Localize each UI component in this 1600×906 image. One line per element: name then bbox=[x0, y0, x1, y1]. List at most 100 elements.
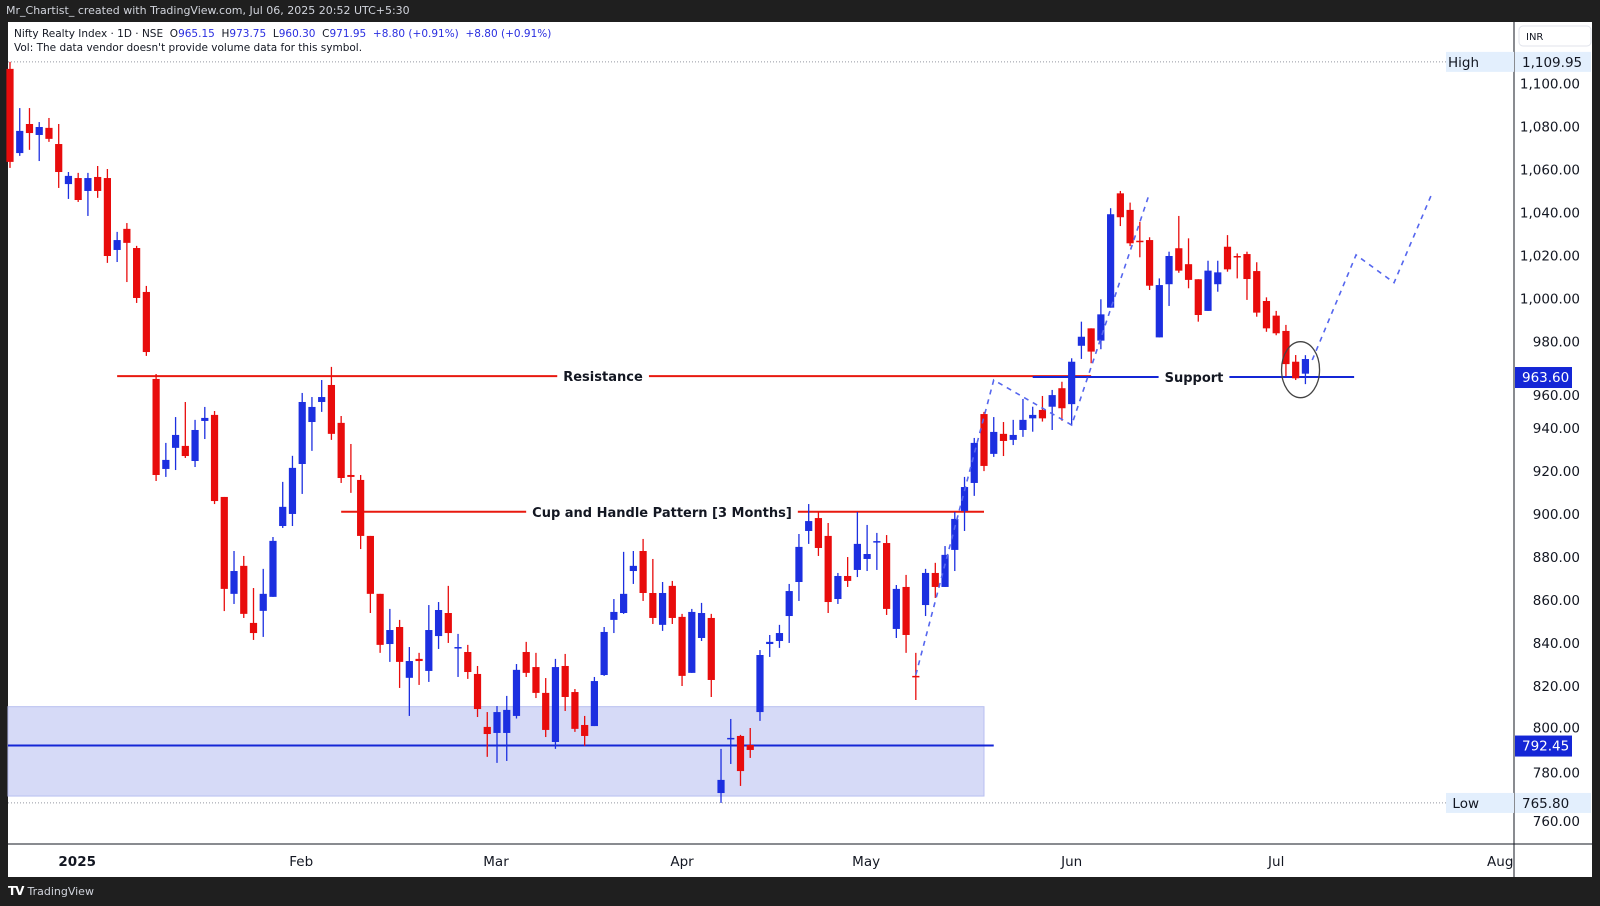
candle bbox=[103, 169, 111, 263]
candle-body bbox=[639, 550, 647, 593]
candle-body bbox=[902, 586, 910, 635]
candle bbox=[74, 172, 82, 202]
price-tick-label: 1,080.00 bbox=[1520, 119, 1580, 135]
candle bbox=[35, 122, 43, 162]
candle bbox=[64, 172, 73, 199]
candle-body bbox=[844, 575, 852, 581]
candle bbox=[434, 602, 443, 649]
candle-body bbox=[74, 178, 82, 201]
chart-credit: Mr_Chartist_ created with TradingView.co… bbox=[6, 4, 410, 17]
low-label: L bbox=[272, 28, 279, 40]
candle-body bbox=[600, 631, 608, 676]
candle-body bbox=[396, 627, 404, 662]
zone-price-value: 792.45 bbox=[1522, 739, 1569, 755]
candle-body bbox=[1262, 300, 1271, 329]
candle bbox=[756, 650, 764, 721]
candle-body bbox=[152, 378, 160, 475]
candle bbox=[551, 658, 560, 749]
candle bbox=[269, 537, 277, 597]
candle-body bbox=[1009, 434, 1017, 440]
candle-body bbox=[1272, 315, 1280, 334]
candle-body bbox=[717, 779, 725, 794]
candle bbox=[1009, 419, 1017, 446]
candle bbox=[1068, 358, 1076, 426]
demand-zone-layer bbox=[7, 706, 994, 797]
low-value: 765.80 bbox=[1522, 796, 1569, 812]
currency-button[interactable] bbox=[1518, 25, 1592, 47]
candle-body bbox=[551, 667, 560, 742]
candle bbox=[980, 411, 988, 472]
time-tick-label: Aug bbox=[1487, 854, 1513, 870]
candle bbox=[444, 585, 452, 643]
close-value: 971.95 bbox=[329, 28, 367, 40]
candle bbox=[133, 245, 141, 303]
candle bbox=[883, 535, 891, 615]
highlight-circle bbox=[1280, 341, 1321, 399]
zone-price-badge bbox=[1515, 735, 1572, 757]
candle-body bbox=[970, 442, 978, 483]
candle-body bbox=[512, 669, 521, 716]
candle bbox=[84, 172, 92, 216]
candle-body bbox=[1204, 270, 1212, 311]
price-tick-label: 1,100.00 bbox=[1520, 76, 1580, 92]
candle-body bbox=[1097, 314, 1105, 341]
candle-body bbox=[64, 175, 73, 185]
price-axis[interactable]: 760.00 780.00 800.00 820.00 840.00 860.00 880.… bbox=[1520, 76, 1580, 830]
open-value: 965.15 bbox=[178, 28, 215, 40]
low-value-bg bbox=[1515, 792, 1591, 813]
candle bbox=[921, 568, 930, 617]
time-axis[interactable]: 2025 Feb Mar Apr May Jun Jul Aug bbox=[58, 854, 1513, 870]
candle bbox=[337, 415, 345, 483]
candle-body bbox=[522, 651, 530, 673]
candle bbox=[775, 624, 784, 648]
candle bbox=[220, 496, 228, 612]
candle bbox=[717, 748, 725, 803]
candle bbox=[240, 555, 248, 618]
candle bbox=[405, 647, 413, 716]
candle-body bbox=[1155, 285, 1163, 338]
candle bbox=[357, 474, 365, 550]
candle-body bbox=[1233, 255, 1241, 258]
candle-body bbox=[1107, 214, 1115, 308]
candle bbox=[1155, 278, 1163, 338]
candle bbox=[288, 455, 297, 527]
candle-body bbox=[951, 518, 959, 550]
projection-past-path bbox=[915, 192, 1151, 676]
candle bbox=[678, 613, 686, 687]
candle-body bbox=[288, 467, 297, 514]
high-value: 1,109.95 bbox=[1522, 55, 1582, 71]
candle bbox=[1165, 251, 1173, 306]
candle bbox=[658, 582, 667, 631]
candle-body bbox=[542, 692, 550, 730]
candle bbox=[1097, 299, 1105, 350]
candle bbox=[1116, 190, 1124, 227]
candle-body bbox=[1194, 279, 1202, 315]
symbol-name[interactable]: Nifty Realty Index · 1D · NSE bbox=[14, 28, 164, 40]
candle-body bbox=[94, 176, 102, 191]
candle bbox=[999, 422, 1008, 457]
time-tick-label: Jul bbox=[1267, 854, 1284, 870]
candle bbox=[1223, 235, 1232, 272]
cup-handle-label-bg bbox=[526, 505, 798, 521]
candle bbox=[1253, 262, 1261, 317]
price-tick-label: 900.00 bbox=[1533, 507, 1580, 523]
candle bbox=[55, 123, 63, 188]
candle-body bbox=[425, 630, 433, 671]
candle-body bbox=[1048, 395, 1056, 407]
candle bbox=[1019, 398, 1027, 437]
price-tick-label: 1,020.00 bbox=[1520, 249, 1580, 265]
candle bbox=[376, 593, 384, 653]
volume-note: Vol: The data vendor doesn't provide vol… bbox=[14, 42, 363, 54]
candle bbox=[123, 223, 131, 283]
candle bbox=[746, 727, 754, 758]
candle bbox=[454, 633, 462, 677]
candle bbox=[1292, 355, 1300, 381]
candle bbox=[1048, 389, 1056, 430]
footer-branding[interactable]: TV TradingView bbox=[8, 884, 94, 898]
candle-body bbox=[493, 712, 501, 733]
candle bbox=[1214, 260, 1222, 292]
candle-body bbox=[1068, 361, 1076, 405]
candle-body bbox=[6, 68, 14, 162]
candle-body bbox=[688, 611, 696, 673]
